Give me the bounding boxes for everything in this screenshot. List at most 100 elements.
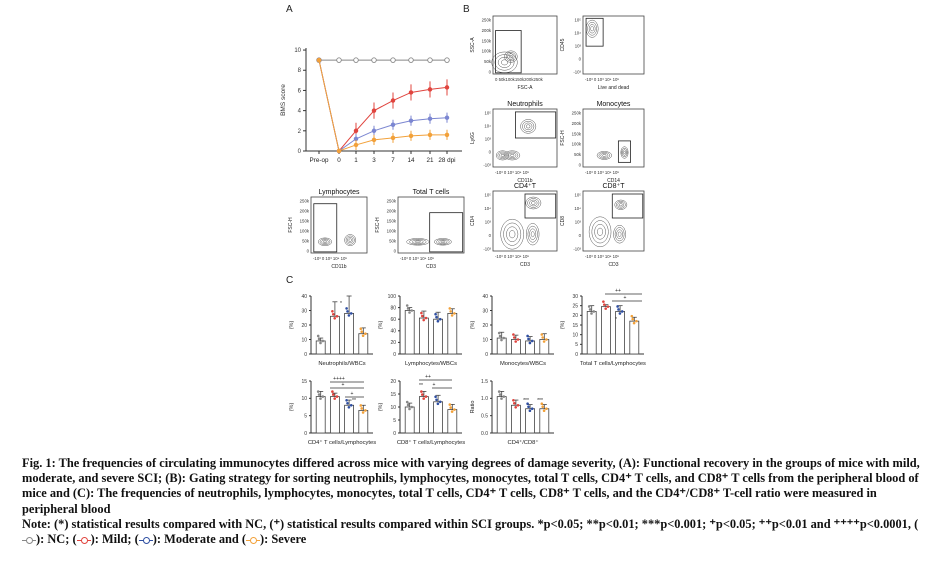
flow-contour: [602, 154, 607, 157]
bms-data-point: [390, 122, 396, 128]
flow-contour: [525, 196, 542, 210]
flow-y-tick: 150k: [572, 131, 582, 136]
flow-contour: [622, 149, 627, 156]
bar-data-point: [319, 397, 322, 400]
flow-y-tick: 10⁴: [574, 206, 581, 211]
bms-data-point: [408, 90, 414, 95]
bar-data-point: [512, 333, 515, 336]
bar: [404, 310, 415, 355]
bar-data-point: [450, 410, 454, 413]
bar-data-point: [545, 338, 548, 341]
bar-y-label: (%): [289, 321, 295, 330]
bar: [404, 406, 415, 434]
bar-data-point: [513, 336, 516, 339]
flow-contour: [591, 220, 609, 244]
flow-contour: [588, 24, 596, 34]
moderate-legend-icon: [138, 536, 153, 545]
bms-x-tick-label: 14: [407, 157, 415, 164]
bar-data-point: [616, 305, 619, 308]
bar-data-point: [422, 397, 426, 400]
flow-y-tick: 250k: [572, 111, 582, 116]
flow-plot-frame: [310, 196, 368, 254]
bar: [496, 396, 507, 434]
flow-contour: [345, 235, 355, 245]
panel-label-c: C: [286, 275, 293, 286]
flow-y-label: CD4: [470, 216, 476, 226]
flow-y-tick: 0: [579, 57, 582, 62]
bar-data-point: [438, 400, 442, 404]
bar-data-point: [317, 393, 321, 396]
bms-y-tick-label: 2: [298, 129, 302, 135]
bar-data-point: [617, 308, 620, 311]
flow-y-label: CD8: [560, 216, 566, 226]
bar-data-point: [635, 319, 638, 323]
flow-y-label: FSC-H: [375, 217, 381, 233]
flow-y-tick: 0: [579, 163, 582, 168]
flow-x-label: CD11b: [331, 264, 346, 270]
flow-contour: [623, 150, 626, 155]
bar-y-tick-label: 60: [390, 317, 396, 323]
bar: [433, 318, 444, 355]
bar-chart-c1: 40 30 20 10 0 (%) Neutrophils/WBCs: [289, 294, 373, 367]
bar-data-point: [319, 341, 322, 345]
bar-y-tick-label: 0: [393, 352, 396, 358]
flow-contour: [614, 199, 628, 210]
flow-x-label: CD3: [426, 264, 436, 270]
note-mild: ): Mild; (: [90, 532, 139, 547]
sig-star: *: [615, 317, 617, 323]
bms-y-tick-label: 6: [298, 88, 302, 94]
bar: [510, 404, 521, 434]
flow-gate: [495, 30, 522, 74]
sig-marker: +: [342, 382, 345, 388]
bar: [629, 320, 640, 355]
bar-y-tick-label: 20: [482, 323, 488, 329]
flow-contour: [501, 59, 508, 66]
bar-y-tick-label: 0: [304, 352, 307, 358]
bms-data-point: [353, 57, 359, 63]
flow-plot-frame: [582, 190, 645, 252]
bar-x-label: Lymphocytes/WBCs: [405, 361, 457, 367]
bar-data-point: [500, 397, 503, 400]
sig-marker: ++++: [333, 376, 345, 382]
flow-contour: [524, 122, 533, 131]
bar-y-tick-label: 15: [390, 392, 396, 398]
flow-y-tick: 10³: [575, 220, 582, 225]
bar-data-point: [541, 336, 544, 339]
bms-data-point: [408, 133, 414, 139]
note-moderate: ): Moderate and (: [152, 532, 247, 547]
bar-data-point: [364, 332, 367, 336]
bar-data-point: [526, 402, 529, 406]
bar-charts-panel: 403020100(%)Neutrophils/WBCs100806040200…: [289, 288, 646, 446]
flow-contour: [500, 153, 505, 157]
bar-data-point: [321, 339, 325, 343]
flow-contour: [321, 239, 329, 245]
flow-contour: [504, 50, 518, 63]
flow-gate: [515, 111, 557, 139]
sig-marker: +: [624, 295, 627, 301]
bar-data-point: [516, 403, 520, 407]
flow-y-tick: 0: [489, 233, 492, 238]
bar-data-point: [453, 312, 456, 315]
bms-x-tick-label: 28 dpi: [438, 157, 455, 164]
panel-label-b: B: [463, 4, 470, 15]
bar-y-tick-label: 80: [390, 305, 396, 311]
flow-y-tick: 10⁵: [484, 193, 491, 198]
bms-data-point: [427, 87, 433, 92]
bar-data-point: [497, 331, 501, 335]
flow-y-tick: 0: [579, 233, 582, 238]
bar-data-point: [434, 395, 437, 399]
bms-data-point: [390, 135, 396, 141]
flow-y-label: CD45: [560, 38, 566, 51]
flow-contour: [499, 152, 507, 158]
caption-title: Fig. 1: The frequencies of circulating i…: [22, 456, 920, 516]
bar-y-tick-label: 10: [482, 337, 488, 343]
flow-y-tick: 50k: [574, 152, 582, 157]
bms-x-tick-label: Pre-op: [310, 157, 329, 164]
flow-y-tick: 10⁴: [484, 206, 491, 211]
bar: [418, 317, 429, 355]
flow-contour: [598, 152, 611, 159]
bms-data-point: [444, 132, 450, 138]
bar: [539, 408, 550, 434]
flow-y-tick: 10⁴: [574, 31, 581, 36]
bar-data-point: [450, 314, 454, 317]
